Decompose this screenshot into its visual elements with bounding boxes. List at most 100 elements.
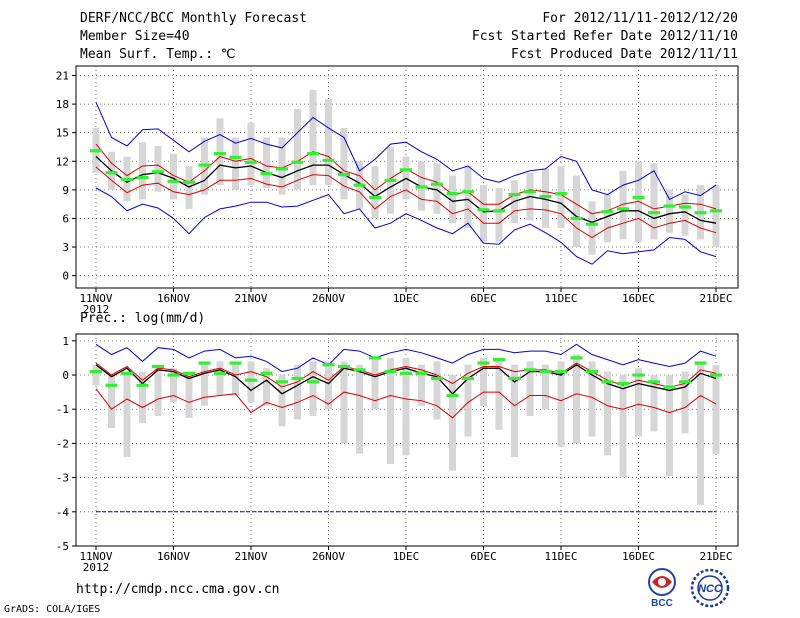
y-tick-label: -3 [56, 472, 69, 485]
y-tick-label: -1 [56, 403, 69, 416]
green-marker [431, 376, 443, 381]
green-marker [493, 358, 505, 362]
spread-box [511, 364, 518, 458]
series-max-line [95, 343, 717, 373]
y-tick-label: 3 [62, 241, 69, 254]
spread-box [216, 118, 224, 186]
chart-title: DERF/NCC/BCC Monthly Forecast [80, 11, 307, 26]
spread-box [154, 364, 162, 417]
x-tick-label: 16DEC [622, 550, 655, 563]
green-marker [586, 222, 598, 226]
spread-box [294, 108, 301, 190]
green-marker [710, 373, 722, 377]
green-marker [136, 175, 149, 180]
green-marker [167, 373, 180, 377]
spread-box [666, 375, 673, 476]
x-tick-label: 11DEC [544, 550, 577, 563]
spread-box [387, 357, 394, 464]
green-marker [338, 173, 350, 177]
chart-panel-2: -5 -4 -3 -2 -1 0 1 11NOV 16NOV 21NOV 26NOV 1DEC 6DEC… [56, 333, 739, 574]
green-marker [229, 155, 242, 160]
green-marker [446, 393, 459, 398]
green-marker [276, 167, 288, 171]
spread-box [681, 371, 689, 434]
bcc-logo-text: BCC [651, 598, 673, 608]
spread-box [356, 364, 363, 454]
spread-box [464, 364, 472, 437]
green-marker [477, 361, 490, 365]
green-marker [136, 383, 149, 387]
green-marker [260, 172, 273, 176]
green-marker [400, 168, 412, 172]
spread-box [480, 357, 487, 406]
x-year-label: 2012 [83, 303, 110, 316]
y-tick-label: -5 [56, 540, 69, 553]
green-marker [632, 373, 645, 377]
green-marker [632, 195, 645, 200]
y-tick-label: 6 [62, 212, 69, 225]
y-tick-label: -4 [56, 506, 70, 519]
y-tick-label: -2 [56, 437, 69, 450]
series-mean-line [95, 156, 717, 224]
green-marker [462, 190, 474, 194]
green-marker [183, 180, 195, 184]
green-marker [245, 378, 257, 382]
green-marker [617, 381, 629, 386]
x-year-label: 2012 [83, 561, 110, 574]
spread-box [139, 142, 146, 200]
x-tick-label: 11NOV [79, 550, 112, 563]
green-marker [276, 380, 288, 384]
green-marker [601, 210, 614, 214]
green-marker [415, 371, 428, 375]
green-marker [508, 193, 521, 197]
spread-box [154, 146, 162, 192]
spread-box [263, 137, 270, 188]
spread-box [495, 357, 503, 430]
green-marker [90, 149, 102, 153]
green-marker [307, 380, 319, 384]
series-lower-line [95, 166, 717, 239]
green-marker [555, 370, 567, 374]
spread-box [402, 357, 410, 456]
spread-box [232, 137, 239, 190]
green-marker [617, 207, 629, 211]
x-tick-label: 1DEC [393, 550, 420, 563]
spread-box [681, 194, 689, 236]
green-marker [152, 364, 164, 369]
green-marker [431, 182, 443, 186]
spread-box [371, 357, 379, 410]
green-marker [679, 205, 691, 209]
green-marker [121, 371, 133, 375]
spread-box [201, 361, 208, 406]
green-marker [369, 195, 381, 200]
spread-box [495, 187, 503, 243]
green-marker [694, 361, 707, 365]
green-marker [291, 376, 304, 381]
green-marker [601, 380, 614, 384]
green-marker [105, 171, 118, 175]
green-marker [105, 383, 118, 387]
y-tick-label: 18 [56, 98, 69, 111]
spread-box [464, 166, 472, 228]
green-marker [415, 185, 428, 189]
plot-frame [75, 65, 739, 289]
green-marker [369, 356, 381, 360]
x-tick-label: 21NOV [234, 292, 267, 305]
source-url[interactable]: http://cmdp.ncc.cma.gov.cn [76, 582, 280, 597]
spread-box [557, 361, 565, 447]
spread-box [309, 89, 317, 186]
spread-box [170, 153, 177, 200]
spread-box [340, 127, 348, 200]
series-max-line [95, 101, 717, 201]
green-marker [353, 368, 366, 372]
spread-box [232, 361, 239, 396]
green-marker [710, 209, 722, 213]
green-marker [679, 380, 691, 384]
spread-box [480, 185, 487, 243]
green-marker [353, 183, 366, 187]
green-marker [245, 160, 257, 164]
forecast-produced-date: Fcst Produced Date 2012/11/11 [511, 47, 738, 62]
green-marker [260, 371, 273, 375]
green-marker [322, 158, 335, 162]
